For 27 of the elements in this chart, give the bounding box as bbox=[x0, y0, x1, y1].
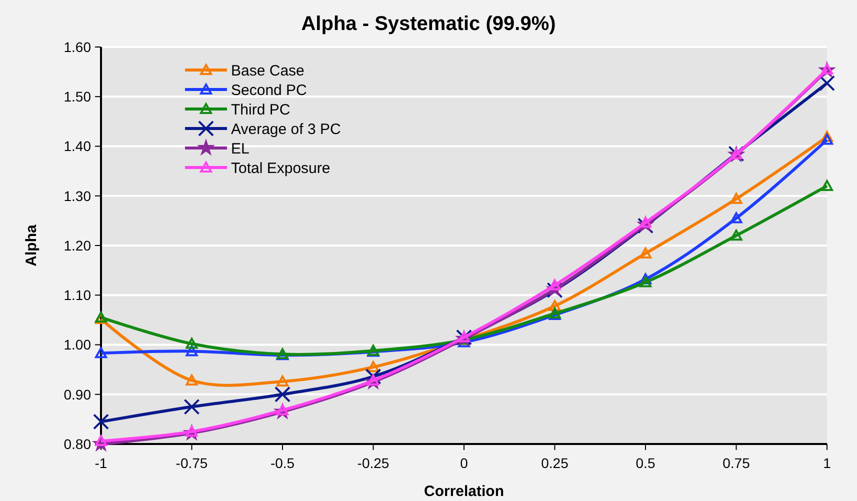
x-tick-label: 0 bbox=[460, 455, 468, 471]
x-tick-label: 1 bbox=[823, 455, 832, 471]
legend-label: Average of 3 PC bbox=[231, 120, 341, 138]
chart-title: Alpha - Systematic (99.9%) bbox=[301, 13, 556, 35]
x-tick-label: 0.75 bbox=[722, 455, 750, 471]
legend-label: Base Case bbox=[231, 62, 304, 80]
legend-label: Second PC bbox=[231, 82, 308, 99]
y-tick-label: 1.40 bbox=[64, 138, 92, 154]
x-tick-label: -0.25 bbox=[357, 455, 390, 471]
y-tick-label: 0.80 bbox=[64, 436, 92, 452]
legend-label: EL bbox=[231, 140, 250, 158]
y-tick-label: 1.60 bbox=[64, 38, 92, 55]
legend-label: Third PC bbox=[231, 101, 290, 118]
x-axis-title: Correlation bbox=[424, 483, 504, 500]
x-tick-label: 0.5 bbox=[636, 455, 656, 471]
y-tick-label: 0.90 bbox=[64, 386, 92, 402]
y-tick-label: 1.20 bbox=[64, 237, 92, 254]
x-tick-label: -1 bbox=[94, 455, 108, 471]
legend-label: Total Exposure bbox=[231, 160, 330, 177]
y-tick-label: 1.30 bbox=[64, 188, 92, 204]
x-tick-label: 0.25 bbox=[541, 455, 569, 471]
x-tick-label: -0.5 bbox=[270, 455, 295, 471]
y-tick-label: 1.50 bbox=[64, 88, 92, 105]
y-tick-label: 1.00 bbox=[64, 336, 92, 353]
y-axis-title: Alpha bbox=[23, 224, 40, 266]
x-tick-label: -0.75 bbox=[176, 455, 208, 471]
y-tick-label: 1.10 bbox=[64, 287, 92, 304]
